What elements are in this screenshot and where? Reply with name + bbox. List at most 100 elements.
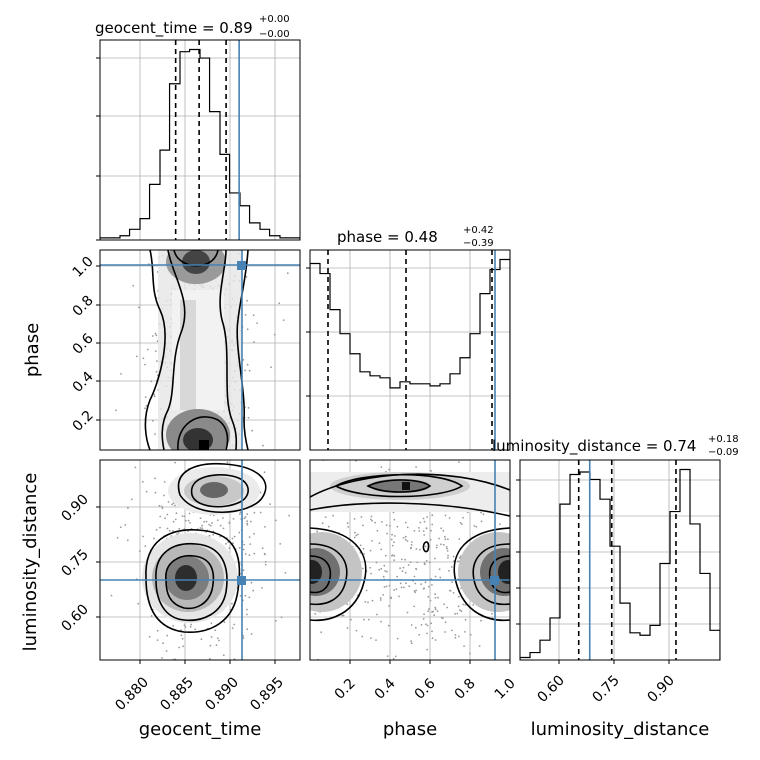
- scatter-point: [264, 526, 266, 528]
- contours-ld-vs-geocent: [145, 462, 267, 633]
- xtick-phase-0.8: 0.8: [452, 676, 479, 703]
- xlabel-geocent-time: geocent_time: [139, 719, 262, 740]
- scatter-point: [166, 634, 169, 637]
- scatter-point: [246, 608, 248, 611]
- histogram-phase: [310, 258, 510, 450]
- scatter-point: [199, 527, 202, 529]
- scatter-point: [222, 654, 225, 657]
- scatter-point: [444, 514, 447, 517]
- xtick-ld-0.60: 0.60: [534, 672, 567, 705]
- scatter-point: [142, 480, 144, 483]
- scatter-point: [226, 461, 229, 464]
- scatter-point: [422, 618, 425, 620]
- scatter-point: [410, 640, 412, 643]
- scatter-point: [459, 521, 462, 524]
- scatter-point: [163, 494, 165, 497]
- scatter-point: [452, 592, 455, 594]
- xtick-ld-0.75: 0.75: [589, 672, 622, 705]
- scatter-point: [434, 606, 437, 609]
- scatter-point: [145, 405, 148, 407]
- scatter-point: [246, 522, 249, 525]
- scatter-point: [144, 396, 147, 398]
- scatter-point: [434, 639, 437, 641]
- scatter-point: [458, 635, 460, 638]
- scatter-point: [464, 604, 467, 606]
- scatter-point: [443, 603, 445, 606]
- xlabel-phase: phase: [383, 719, 437, 740]
- scatter-point: [378, 542, 381, 544]
- scatter-point: [216, 519, 219, 521]
- scatter-point: [223, 621, 226, 624]
- scatter-point: [460, 523, 463, 526]
- xtick-phase-0.4: 0.4: [372, 676, 399, 703]
- scatter-point: [367, 618, 370, 621]
- scatter-point: [150, 615, 153, 617]
- scatter-point: [457, 560, 459, 563]
- scatter-point: [438, 537, 440, 540]
- scatter-point: [414, 626, 417, 629]
- xtick-labels-ld: 0.60 0.75 0.90: [534, 672, 677, 705]
- scatter-point: [231, 602, 233, 605]
- scatter-point: [443, 535, 446, 538]
- grid-geocent-time-hist: [100, 40, 300, 240]
- scatter-point: [361, 635, 364, 638]
- scatter-point: [400, 558, 403, 561]
- scatter-point: [178, 527, 181, 530]
- scatter-point: [161, 507, 164, 510]
- scatter-point: [171, 503, 174, 506]
- scatter-point: [456, 612, 459, 615]
- scatter-point: [422, 587, 425, 590]
- scatter-point: [138, 306, 140, 309]
- scatter-point: [446, 550, 449, 552]
- scatter-point: [436, 544, 438, 547]
- scatter-point: [404, 535, 407, 538]
- xtick-phase-1.0: 1.0: [492, 676, 519, 703]
- scatter-point: [380, 567, 383, 570]
- scatter-point: [244, 553, 247, 555]
- scatter-point: [222, 527, 225, 530]
- title-geocent-time-value: geocent_time = 0.89: [95, 19, 253, 38]
- scatter-point: [166, 527, 169, 530]
- panel-ld-vs-phase: 0.2 0.4 0.6 0.8 1.0 phase: [309, 459, 519, 740]
- scatter-point: [380, 466, 383, 468]
- scatter-point: [242, 569, 245, 572]
- scatter-point: [410, 642, 413, 645]
- frame-phase-vs-geocent: [99, 249, 301, 451]
- scatter-point: [384, 554, 387, 557]
- scatter-point: [210, 622, 213, 625]
- scatter-point: [389, 525, 391, 527]
- xtick-geocent-0.885: 0.885: [157, 674, 197, 714]
- scatter-point: [249, 543, 252, 545]
- scatter-point: [253, 511, 256, 514]
- scatter-point: [154, 491, 157, 494]
- scatter-point: [406, 540, 409, 542]
- scatter-point: [378, 568, 381, 571]
- scatter-point: [211, 522, 213, 524]
- scatter-point: [239, 511, 242, 514]
- scatter-point: [243, 543, 246, 546]
- scatter-point: [346, 522, 349, 525]
- scatter-point: [370, 637, 372, 639]
- scatter-point: [201, 524, 204, 527]
- frame-ld-vs-geocent: [99, 459, 301, 661]
- scatter-point: [239, 513, 241, 515]
- scatter-point: [275, 519, 277, 522]
- ylabel-phase: phase: [22, 323, 43, 377]
- scatter-point: [153, 395, 156, 398]
- scatter-point: [436, 610, 439, 613]
- xtick-phase-0.6: 0.6: [412, 676, 439, 703]
- scatter-point: [280, 616, 283, 619]
- scatter-point: [162, 642, 164, 645]
- scatter-point: [434, 575, 437, 578]
- scatter-point: [369, 549, 372, 552]
- scatter-point: [165, 650, 168, 652]
- scatter-point: [382, 575, 385, 578]
- scatter-point: [164, 517, 167, 520]
- scatter-point: [151, 420, 154, 422]
- xticks-phase: [349, 660, 511, 664]
- scatter-point: [428, 561, 431, 564]
- scatter-point: [158, 504, 161, 507]
- scatter-point: [424, 545, 427, 548]
- scatter-point: [422, 517, 425, 520]
- scatter-point: [246, 513, 249, 515]
